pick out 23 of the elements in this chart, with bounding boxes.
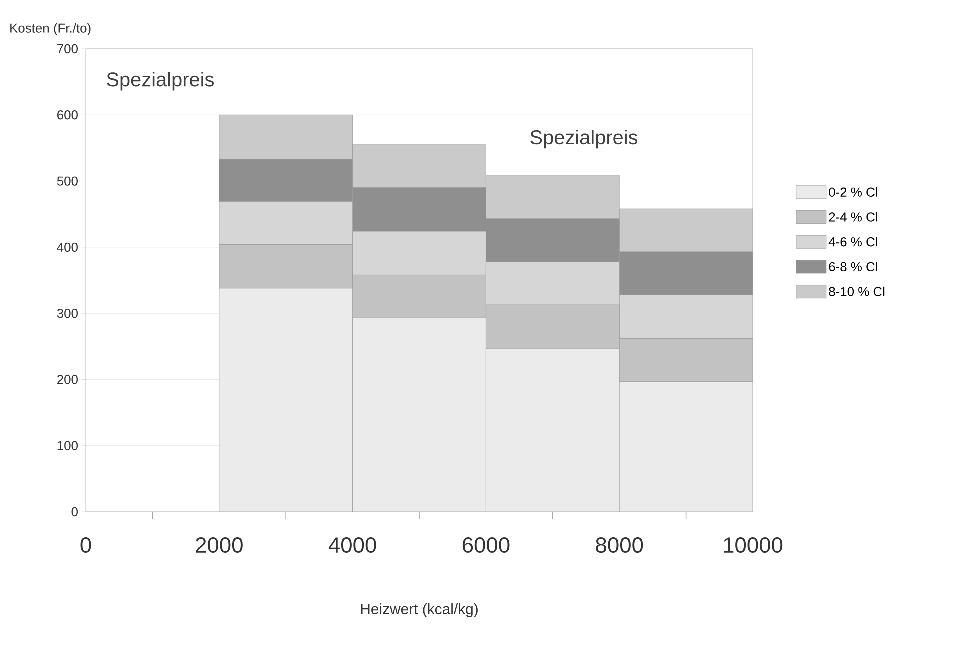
x-tick-label: 8000 [596, 538, 644, 554]
legend-label: 2-4 % Cl [829, 212, 878, 222]
y-tick-label: 500 [57, 176, 78, 186]
legend-label: 0-2 % Cl [829, 187, 878, 197]
legend-label: 4-6 % Cl [828, 237, 878, 247]
x-axis-title: Heizwert (kcal/kg) [361, 604, 478, 618]
y-tick-label: 700 [58, 44, 78, 54]
legend-label: 8-10 % Cl [829, 286, 885, 296]
x-tick-label: 4000 [328, 538, 376, 554]
annotation: Spezialpreis [107, 72, 214, 91]
x-tick-label: 10000 [724, 538, 783, 554]
y-axis-title: Kosten (Fr./to) [10, 23, 91, 36]
annotation: Spezialpreis [530, 130, 638, 149]
y-tick-label: 300 [57, 308, 78, 318]
x-tick-label: 6000 [462, 538, 510, 554]
legend-label: 6-8 % Cl [829, 262, 878, 272]
y-tick-label: 100 [58, 441, 78, 450]
y-tick-label: 0 [72, 507, 78, 517]
x-tick-label: 0 [80, 538, 92, 554]
y-tick-label: 600 [58, 110, 78, 120]
y-tick-label: 400 [57, 242, 78, 252]
y-tick-label: 200 [58, 375, 78, 384]
x-tick-label: 2000 [196, 538, 243, 554]
